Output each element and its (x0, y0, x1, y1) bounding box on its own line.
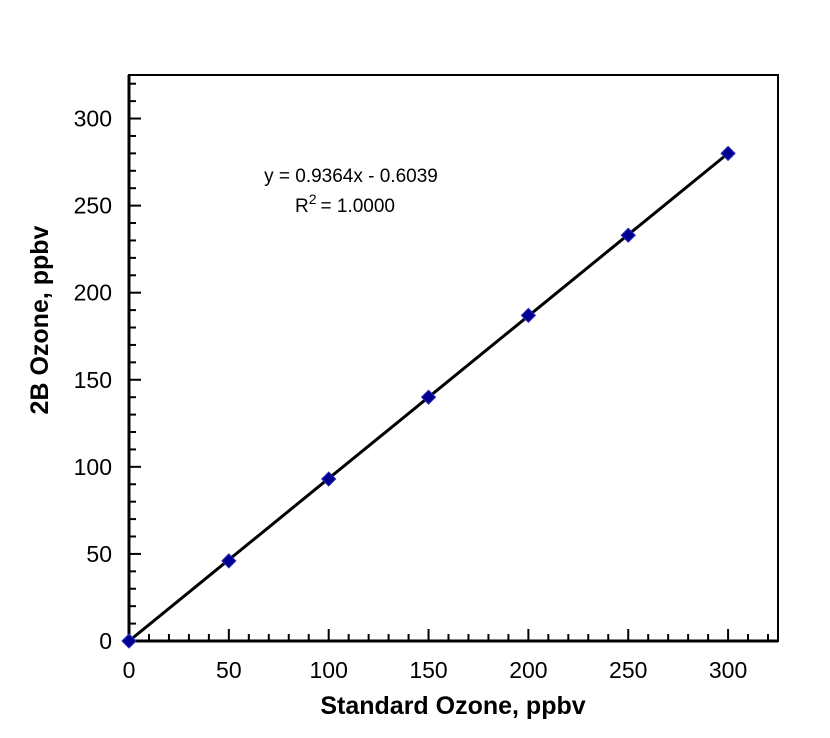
data-series (121, 145, 736, 649)
data-point-marker (620, 227, 636, 243)
y-tick-label: 100 (74, 454, 112, 480)
data-point-marker (720, 145, 736, 162)
r-squared-label: R2 = 1.0000 (295, 191, 395, 217)
x-axis-title: Standard Ozone, ppbv (320, 692, 585, 720)
x-tick-label: 0 (123, 657, 136, 683)
y-tick-label: 150 (74, 367, 112, 393)
data-point-marker (121, 633, 137, 649)
r-squared-superscript: 2 (309, 191, 317, 207)
axis-ticks (129, 82, 770, 641)
axis-tick-labels: 0 50 100 150 200 250 300 0 50 100 150 200 250 300 (74, 106, 748, 683)
y-tick-label: 200 (74, 280, 112, 306)
y-tick-label: 50 (86, 541, 112, 567)
data-point-marker (320, 471, 337, 487)
x-tick-label: 50 (216, 657, 242, 683)
x-tick-label: 300 (709, 657, 747, 683)
r-squared-base: R (295, 196, 309, 217)
y-tick-label: 300 (74, 106, 112, 132)
r-squared-value: = 1.0000 (321, 196, 396, 217)
trendline-equation: y = 0.9364x - 0.6039 (264, 166, 438, 187)
x-tick-label: 150 (409, 657, 447, 683)
x-tick-label: 100 (310, 657, 348, 683)
x-tick-label: 200 (509, 657, 547, 683)
y-axis-title: 2B Ozone, ppbv (26, 225, 54, 414)
data-point-marker (221, 553, 237, 569)
y-tick-label: 250 (74, 193, 112, 219)
data-point-marker (520, 307, 537, 324)
data-point-marker (420, 389, 437, 405)
y-tick-label: 0 (99, 628, 112, 654)
x-tick-label: 250 (609, 657, 647, 683)
